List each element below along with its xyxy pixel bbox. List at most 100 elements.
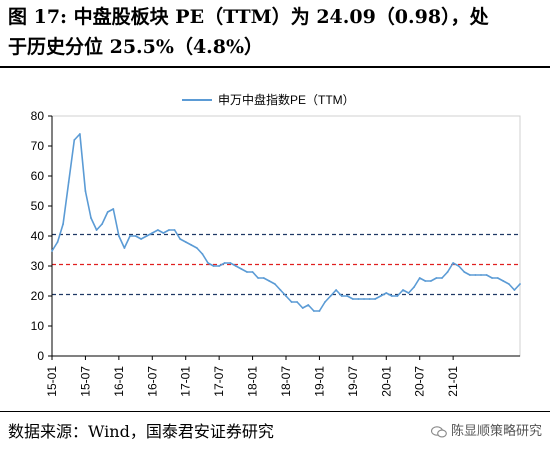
data-point [218,265,221,267]
data-point [335,289,338,291]
data-point [190,244,193,246]
data-point [73,139,76,141]
data-point [329,295,332,297]
data-point [279,289,282,291]
data-point [480,274,482,276]
data-point [390,295,393,297]
data-point [441,277,443,279]
y-tick-label: 80 [31,109,45,123]
data-point [134,235,137,237]
pe-line-chart: 0 10 20 30 40 50 60 70 80 15-01 15-07 16-01 16-07 17-… [31,92,521,397]
data-point [429,280,432,282]
y-tick-label: 20 [31,289,45,303]
x-tick-label: 18-01 [246,366,260,397]
y-tick-label: 10 [31,319,45,333]
data-point [151,232,154,234]
data-point [212,265,215,267]
wechat-icon [430,426,447,438]
data-point [234,265,237,267]
data-point [173,229,176,231]
x-tick-label: 16-07 [145,366,159,397]
data-point [385,292,388,294]
data-point [268,280,271,282]
y-tick-label: 50 [31,199,45,213]
data-point [106,211,109,213]
data-point [246,271,248,273]
x-tick-label: 19-01 [312,366,326,397]
y-tick-label: 30 [31,259,45,273]
data-point [223,262,226,264]
data-point [262,277,265,279]
data-point [513,289,516,291]
data-point [162,232,165,234]
data-point [145,235,148,237]
data-point [351,298,354,300]
legend-label: 申万中盘指数PE（TTM） [218,92,355,107]
x-tick-label: 21-01 [446,366,460,397]
data-point [290,301,293,303]
data-point [273,283,276,285]
data-point [51,250,53,252]
data-source-note: 数据来源：Wind，国泰君安证券研究 [8,422,274,441]
data-point [491,277,494,279]
data-point [201,253,204,255]
data-point [251,271,254,273]
y-tick-label: 0 [37,349,44,363]
data-point [452,262,455,264]
data-point [424,280,427,282]
data-point [285,295,287,297]
source-divider [0,411,550,412]
data-point [396,295,399,297]
data-point [129,235,131,237]
data-point [446,271,449,273]
data-point [117,235,120,237]
data-point [156,229,159,231]
x-tick-label: 16-01 [112,366,126,397]
data-point [112,208,115,210]
data-point [435,277,438,279]
data-point [407,292,410,294]
watermark-text: 陈显顺策略研究 [450,424,542,439]
data-point [418,277,421,279]
data-point [474,274,477,276]
data-point [301,307,304,309]
watermark: 陈显顺策略研究 [430,421,542,443]
data-point [195,247,198,249]
data-point [507,283,510,285]
figure-title-line-2: 于历史分位 25.5%（4.8%） [8,36,264,58]
x-tick-label: 20-01 [379,366,393,397]
data-point [168,229,170,231]
x-tick-label: 18-07 [279,366,293,397]
data-point [468,274,471,276]
x-tick-label: 17-01 [179,366,193,397]
data-point [340,295,343,297]
data-point [496,277,499,279]
data-point [56,241,59,243]
data-point [457,265,460,267]
data-point [78,133,81,135]
data-point [463,271,466,273]
data-point [123,247,126,249]
data-point [374,298,377,300]
x-tick-label: 17-07 [212,366,226,397]
data-point [502,280,505,282]
y-tick-label: 40 [31,229,45,243]
x-tick-label: 20-07 [413,366,427,397]
data-point [296,301,299,303]
data-point [357,298,360,300]
y-tick-label: 60 [31,169,45,183]
x-tick-label: 19-07 [346,366,360,397]
data-point [368,298,371,300]
data-point [413,286,416,288]
data-point [179,238,182,240]
plot-area-frame [51,115,521,357]
data-point [312,310,315,312]
title-divider [0,66,550,68]
figure-title: 图 17: 中盘股板块 PE（TTM）为 24.09（0.98），处 于历史分位… [8,2,544,62]
x-tick-label: 15-07 [78,366,92,397]
data-point [90,217,92,219]
data-point [257,277,260,279]
x-tick-label: 15-01 [45,366,59,397]
data-point [519,283,521,285]
data-point [62,223,65,225]
